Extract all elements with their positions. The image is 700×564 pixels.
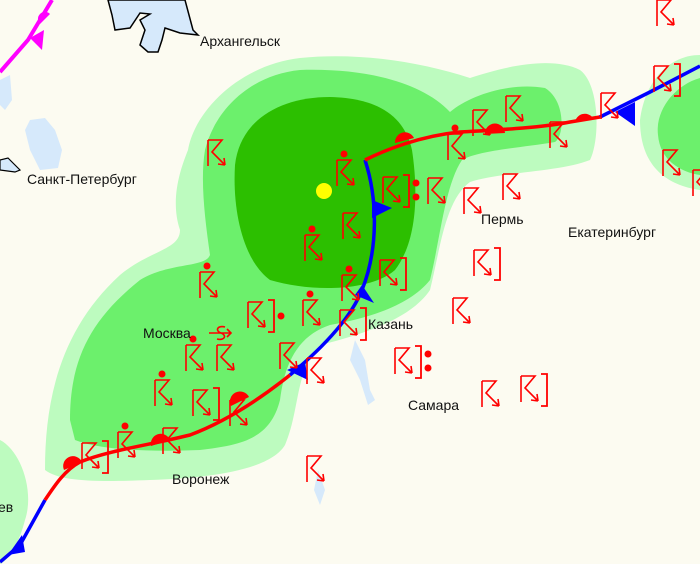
warm-front-semicircle (394, 132, 414, 143)
occluded-front-semicircle (37, 11, 50, 24)
rain-dot (308, 225, 316, 233)
rain-dot (340, 150, 348, 158)
thunderstorm-with-rain-icon (382, 174, 420, 208)
thunderstorm-glyph (502, 173, 521, 201)
city-label-samara[interactable]: Самара (408, 397, 459, 413)
thunderstorm-glyph (306, 455, 325, 483)
thunderstorm-icon (306, 455, 325, 483)
warm-front-semicircle (229, 391, 249, 406)
warm-front-semicircle (150, 433, 170, 446)
thunderstorm-glyph (463, 187, 482, 215)
thunderstorm-glyph (481, 380, 500, 408)
thunderstorm-past-hour-icon (302, 290, 321, 327)
lake-ladoga (25, 118, 62, 170)
sand-swirl (209, 325, 233, 341)
thunderstorm-past-hour-icon (185, 335, 204, 372)
cold-front-east[interactable] (599, 64, 700, 119)
thunderstorm-icon (481, 380, 500, 408)
bracket-glyph (414, 345, 422, 379)
thunderstorm-glyph (656, 0, 675, 27)
cold-front-triangle (287, 362, 308, 380)
lake-onega (0, 75, 12, 110)
rain-dot (412, 179, 420, 187)
city-label-kazan[interactable]: Казань (368, 316, 413, 332)
thunderstorm-past-hour-icon (341, 265, 360, 302)
thunderstorm-past-hour-icon (154, 370, 173, 407)
sandstorm-icon (209, 325, 235, 372)
thunderstorm-icon (452, 297, 471, 325)
bracket-glyph (540, 373, 548, 407)
thunderstorm-with-rain-icon (520, 373, 548, 407)
city-label-arkhangelsk[interactable]: Архангельск (200, 33, 281, 49)
thunderstorm-icon (306, 357, 325, 385)
warm-front-semicircle (63, 456, 82, 470)
city-labels: Архангельск Санкт-Петербург Москва Казан… (0, 33, 656, 515)
rain-dot (345, 265, 353, 273)
cold-front-triangle (355, 285, 374, 303)
thunderstorm-past-hour-icon (304, 225, 323, 262)
rain-dot (412, 193, 420, 201)
thunderstorm-past-hour-icon (117, 422, 136, 459)
water-bodies (0, 0, 375, 505)
thunderstorm-glyph (306, 357, 325, 385)
thunderstorm-past-hour-icon (336, 150, 355, 187)
city-label-voronezh[interactable]: Воронеж (172, 471, 230, 487)
rain-dot (121, 422, 129, 430)
precip-light-area-west (0, 440, 29, 564)
kama-river (314, 470, 325, 505)
city-label-perm[interactable]: Пермь (481, 211, 524, 227)
white-sea (107, 0, 201, 53)
rain-dot (277, 312, 285, 320)
cold-front-triangle (372, 200, 392, 218)
city-label-yekaterinburg[interactable]: Екатеринбург (568, 224, 656, 240)
warm-front-semicircle (575, 113, 593, 122)
cold-front-triangle (8, 535, 25, 555)
thunderstorm-with-rain-icon (473, 247, 501, 281)
gulf-coast (0, 157, 22, 173)
thunderstorm-past-hour-icon (447, 124, 466, 161)
warm-front-south[interactable] (43, 373, 292, 501)
thunderstorm-with-rain-icon (247, 299, 285, 333)
cold-front-triangle (615, 102, 635, 126)
thunderstorm-icon (656, 0, 675, 27)
thunderstorm-icon (463, 187, 482, 215)
occluded-front[interactable] (0, 0, 54, 74)
thunderstorm-past-hour-icon (199, 262, 218, 299)
rain-dot (451, 124, 459, 132)
thunderstorm-with-rain-icon (394, 345, 432, 379)
rain-dot (424, 364, 432, 372)
occluded-front-triangle (30, 30, 44, 50)
thunderstorm-glyph (520, 375, 539, 403)
precip-maximum-marker (316, 183, 332, 199)
rain-dot (203, 262, 211, 270)
thunderstorm-glyph (473, 249, 492, 277)
volga-river (350, 340, 375, 405)
thunderstorm-glyph (394, 347, 413, 375)
city-label-moscow[interactable]: Москва (143, 325, 191, 341)
rain-dot (424, 350, 432, 358)
warm-front-north[interactable] (364, 115, 601, 162)
city-label-partial[interactable]: ев (0, 499, 13, 515)
rain-dot (189, 335, 197, 343)
rain-dot (306, 290, 314, 298)
city-label-saint-petersburg[interactable]: Санкт-Петербург (27, 171, 137, 187)
rain-dot (158, 370, 166, 378)
bracket-glyph (493, 247, 501, 281)
weather-symbols (81, 0, 700, 483)
thunderstorm-icon (502, 173, 521, 201)
thunderstorm-glyph (452, 297, 471, 325)
